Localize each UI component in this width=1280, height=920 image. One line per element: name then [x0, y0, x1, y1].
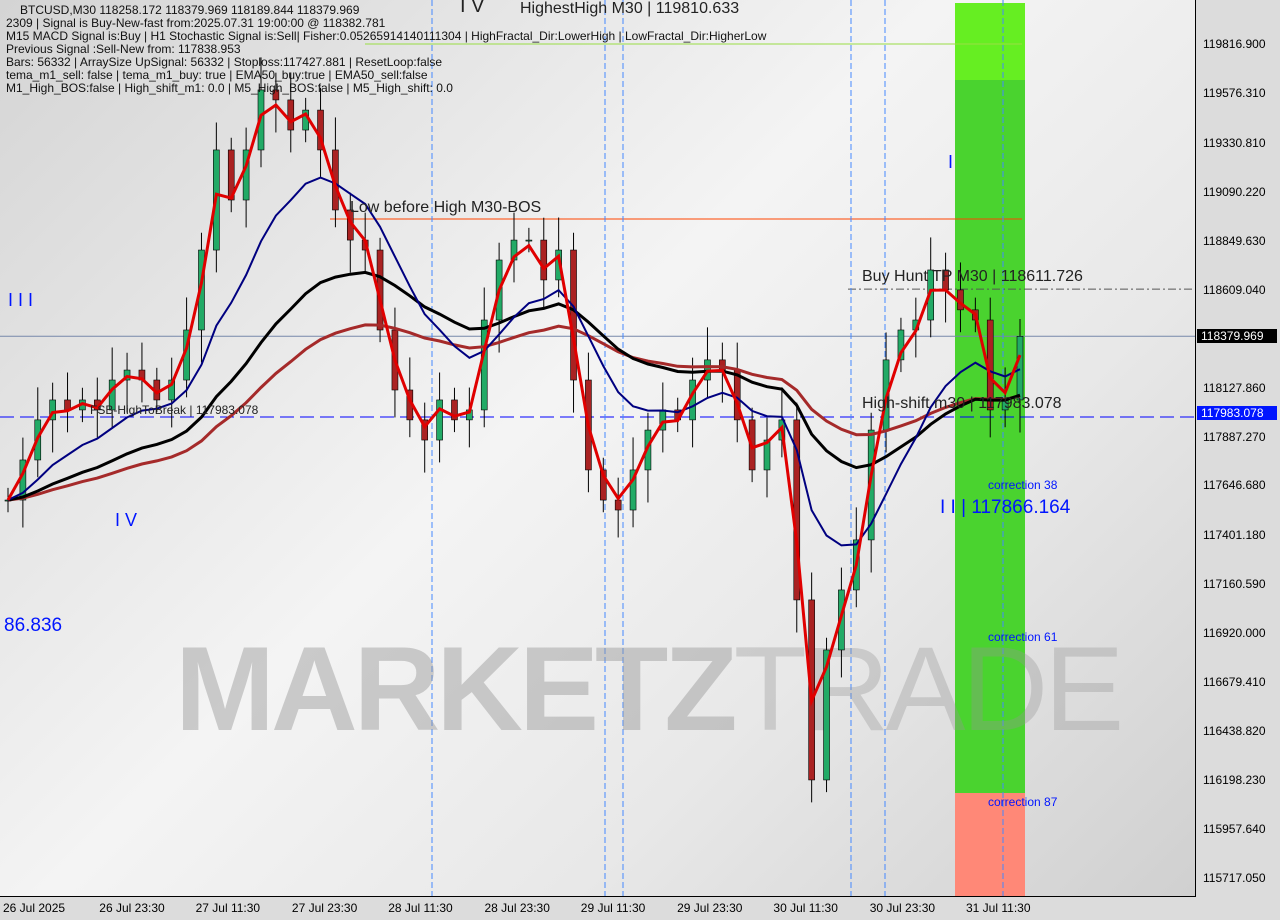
price-tick: 118127.860 — [1203, 380, 1266, 395]
fib-zone-red — [955, 793, 1025, 896]
correction-87-label: correction 87 — [988, 795, 1058, 809]
watermark-logo: MARKETZTRADE — [175, 622, 1124, 756]
wave-iii-label: I I I — [8, 290, 34, 310]
candle-body — [227, 149, 235, 201]
price-tick: 117646.680 — [1203, 478, 1266, 493]
candle-body — [763, 439, 771, 471]
ema-red-line — [6, 103, 1022, 707]
price-tick: 115717.050 — [1203, 870, 1266, 885]
fsb-label: FSB-HighToBreak | 117983.078 — [90, 403, 259, 417]
candle-body — [525, 239, 533, 242]
candle-body — [629, 469, 637, 511]
low-before-high-label: Low before High M30-BOS — [350, 199, 542, 216]
correction-61-label: correction 61 — [988, 630, 1058, 644]
price-tick: 117160.590 — [1203, 577, 1266, 592]
level-price-tag: 117983.078 — [1197, 406, 1277, 420]
bos-info: M1_High_BOS:false | High_shift_m1: 0.0 |… — [6, 81, 453, 95]
candle-body — [823, 649, 830, 781]
highest-high-label: HighestHigh M30 | 119810.633 — [520, 0, 740, 17]
time-tick: 30 Jul 11:30 — [773, 901, 838, 915]
bars-info: Bars: 56332 | ArraySize UpSignal: 56332 … — [6, 55, 443, 69]
previous-signal: Previous Signal :Sell-New from: 117838.9… — [6, 42, 241, 56]
price-tick: 117401.180 — [1203, 528, 1266, 543]
time-tick: 31 Jul 11:30 — [966, 901, 1031, 915]
time-tick: 27 Jul 11:30 — [195, 901, 261, 915]
time-tick: 29 Jul 23:30 — [677, 901, 743, 915]
candle-body — [570, 249, 577, 381]
price-tick: 119330.810 — [1203, 135, 1266, 150]
symbol-ohlc: BTCUSD,M30 118258.172 118379.969 118189.… — [20, 3, 360, 17]
price-tick: 116920.000 — [1203, 626, 1266, 641]
price-tick: 115957.640 — [1203, 822, 1266, 837]
chart-area[interactable]: MARKETZTRADE BTCUSD,M30 118258.172 11837… — [0, 0, 1196, 897]
candle-body — [540, 239, 548, 281]
current-price-tag: 118379.969 — [1197, 329, 1277, 343]
candle-body — [272, 89, 280, 101]
price-series — [4, 57, 1024, 803]
candle-body — [168, 379, 176, 401]
candle-body — [421, 419, 429, 441]
time-tick: 30 Jul 23:30 — [869, 901, 936, 915]
left-value-label: 86.836 — [4, 615, 63, 636]
time-tick: 28 Jul 23:30 — [484, 901, 550, 915]
ma-navy-line — [7, 176, 1021, 547]
candle-body — [317, 109, 324, 151]
candle-body — [614, 499, 622, 511]
price-tick: 116679.410 — [1203, 675, 1266, 690]
price-tick: 119576.310 — [1203, 85, 1266, 100]
time-tick: 26 Jul 2025 — [3, 901, 66, 915]
candle-body — [599, 469, 607, 501]
ma-brown-line — [7, 323, 1021, 502]
candle-body — [897, 329, 905, 361]
time-tick: 28 Jul 11:30 — [388, 901, 453, 915]
tema-info: tema_m1_sell: false | tema_m1_buy: true … — [6, 68, 428, 82]
wave-i-label: I — [948, 152, 954, 172]
high-shift-label: High-shift m30 | 117983.078 — [862, 395, 1062, 412]
wave-ii-label: I I | 117866.164 — [940, 497, 1071, 518]
time-tick: 29 Jul 11:30 — [580, 901, 646, 915]
price-tick: 119090.220 — [1203, 184, 1266, 199]
signal-line: 2309 | Signal is Buy-New-fast from:2025.… — [6, 16, 386, 30]
time-tick: 27 Jul 23:30 — [291, 901, 358, 915]
macd-line: M15 MACD Signal is:Buy | H1 Stochastic S… — [6, 29, 767, 43]
price-tick: 116198.230 — [1203, 773, 1266, 788]
buy-hunt-tp-label: Buy Hunt TP M30 | 118611.726 — [862, 268, 1083, 285]
price-tick: 117887.270 — [1203, 429, 1266, 444]
candle-body — [436, 399, 443, 441]
price-tick: 118849.630 — [1203, 233, 1266, 248]
candle-body — [1016, 335, 1024, 401]
candle-body — [49, 399, 56, 421]
price-tick: 116438.820 — [1203, 724, 1266, 739]
price-tick: 119816.900 — [1203, 37, 1266, 51]
candle-body — [451, 399, 458, 421]
wave-iv-top-label: I V — [460, 0, 485, 17]
candle-body — [287, 99, 295, 131]
time-tick: 26 Jul 23:30 — [99, 901, 165, 915]
price-tick: 118609.040 — [1203, 282, 1266, 297]
wave-iv-label: I V — [115, 510, 138, 530]
correction-38-label: correction 38 — [988, 478, 1058, 492]
